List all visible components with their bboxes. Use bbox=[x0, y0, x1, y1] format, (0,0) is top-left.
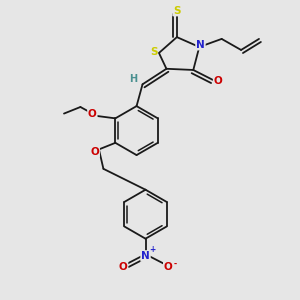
Text: +: + bbox=[149, 245, 155, 254]
Text: S: S bbox=[173, 5, 181, 16]
Text: O: O bbox=[88, 109, 97, 119]
Text: O: O bbox=[119, 262, 128, 272]
Text: -: - bbox=[174, 260, 177, 269]
Text: N: N bbox=[196, 40, 205, 50]
Text: S: S bbox=[150, 47, 157, 57]
Text: N: N bbox=[141, 251, 150, 261]
Text: O: O bbox=[164, 262, 172, 272]
Text: H: H bbox=[130, 74, 138, 84]
Text: O: O bbox=[214, 76, 223, 86]
Text: O: O bbox=[90, 147, 99, 157]
